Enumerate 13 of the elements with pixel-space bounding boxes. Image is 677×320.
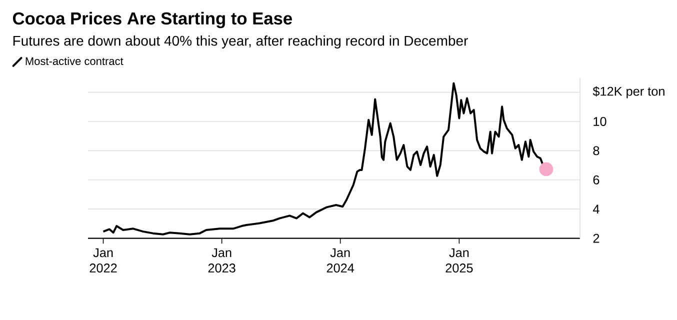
y-tick-label: 8 — [593, 146, 600, 156]
x-tick-label: Jan 2025 — [446, 248, 473, 273]
chart-subtitle: Futures are down about 40% this year, after reaching record in December — [13, 35, 468, 49]
y-tick-label: 6 — [593, 175, 600, 184]
y-tick-label: 2 — [593, 234, 600, 243]
x-tick-label: Jan 2022 — [90, 248, 117, 273]
x-tick-label: Jan 2023 — [208, 248, 236, 273]
y-tick-label: $12K per ton — [592, 86, 664, 98]
y-tick-label: 10 — [594, 117, 606, 126]
legend-label: Most-active contract — [26, 56, 124, 66]
x-tick-label: Jan 2024 — [326, 248, 354, 273]
chart-title: Cocoa Prices Are Starting to Ease — [12, 12, 292, 28]
y-tick-label: 4 — [592, 204, 600, 214]
